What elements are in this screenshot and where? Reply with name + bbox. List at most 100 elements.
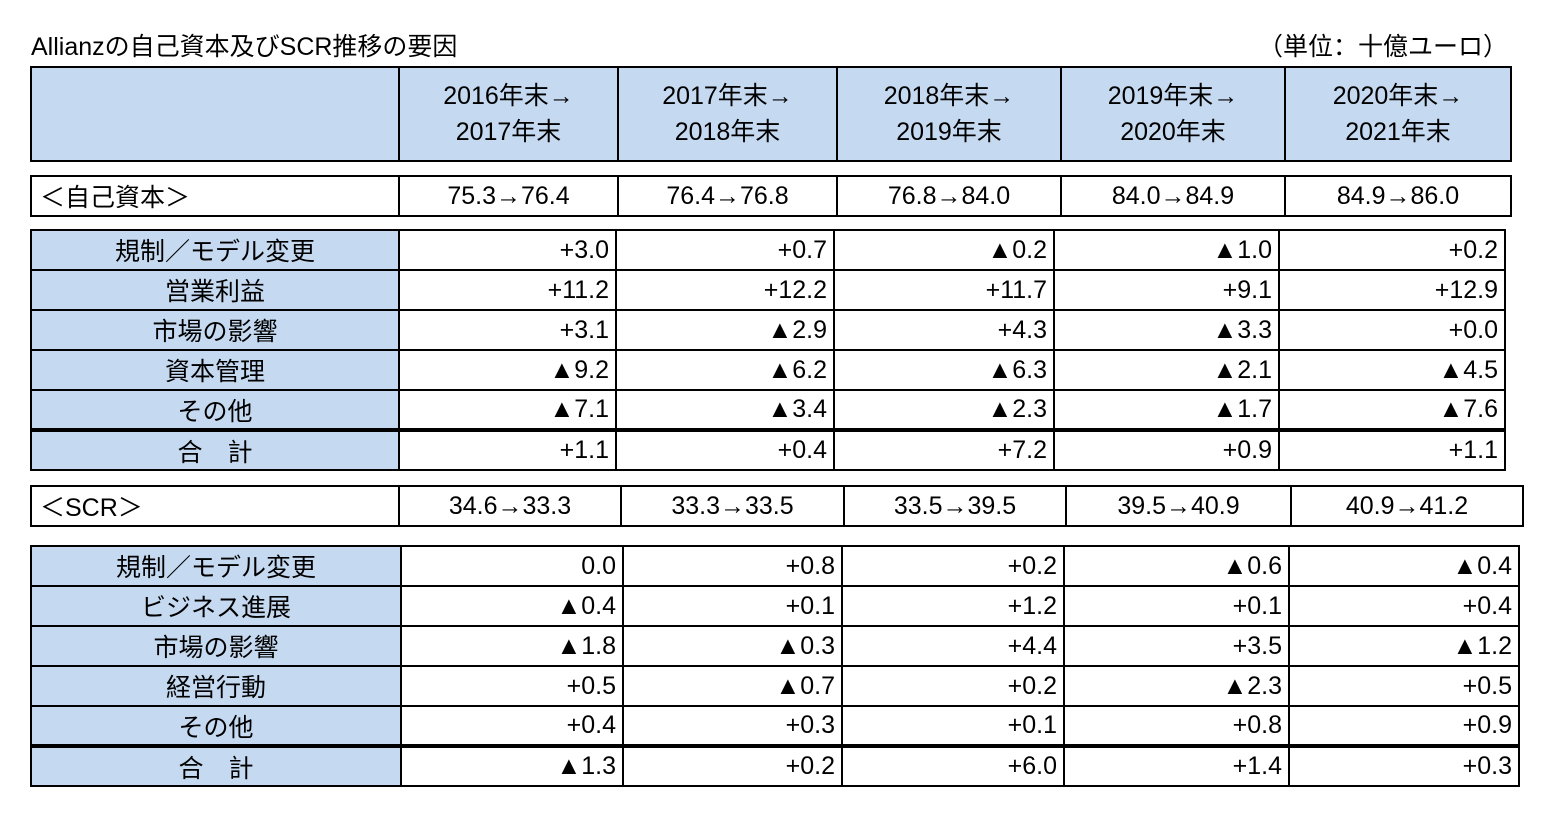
value-cell: ▲0.7 xyxy=(622,665,843,707)
value-cell: +4.3 xyxy=(833,309,1055,351)
row-label: 市場の影響 xyxy=(30,625,402,667)
value-cell: ▲2.1 xyxy=(1053,349,1280,391)
value-cell: +0.7 xyxy=(615,229,835,271)
value-cell: +0.5 xyxy=(400,665,624,707)
period-line2: 2021年末 xyxy=(1345,118,1451,146)
table-row: 市場の影響 ▲1.8 ▲0.3 +4.4 +3.5 ▲1.2 xyxy=(30,625,1520,667)
total-cell: +0.3 xyxy=(1288,744,1520,787)
period-header: 2018年末→ 2019年末 xyxy=(836,66,1062,162)
value-cell: +3.5 xyxy=(1063,625,1290,667)
row-label: 営業利益 xyxy=(30,269,400,311)
value-cell: +3.1 xyxy=(398,309,617,351)
period-line2: 2017年末 xyxy=(455,118,562,146)
total-cell: ▲1.3 xyxy=(400,744,624,787)
table-row: 規制／モデル変更 0.0 +0.8 +0.2 ▲0.6 ▲0.4 xyxy=(30,545,1520,587)
value-cell: ▲6.2 xyxy=(615,349,835,391)
period-header: 2019年末→ 2020年末 xyxy=(1060,66,1286,162)
value-cell: +0.0 xyxy=(1278,309,1506,351)
scr-transition: 34.6→33.3 xyxy=(398,485,622,527)
header-table: 2016年末→ 2017年末 2017年末→ 2018年末 2018年末→ 2019年… xyxy=(30,66,1512,162)
row-label: 規制／モデル変更 xyxy=(30,545,402,587)
table-row: その他 ▲7.1 ▲3.4 ▲2.3 ▲1.7 ▲7.6 xyxy=(30,389,1506,431)
value-cell: ▲1.7 xyxy=(1053,389,1280,431)
value-cell: 0.0 xyxy=(400,545,624,587)
row-label: その他 xyxy=(30,705,402,747)
total-label: 合 計 xyxy=(30,428,400,471)
value-cell: +0.4 xyxy=(400,705,624,747)
total-cell: +1.1 xyxy=(1278,428,1506,471)
value-cell: ▲7.1 xyxy=(398,389,617,431)
total-cell: +7.2 xyxy=(833,428,1055,471)
value-cell: ▲1.8 xyxy=(400,625,624,667)
equity-transition: 76.4→76.8 xyxy=(617,175,838,217)
equity-transition: 76.8→84.0 xyxy=(836,175,1062,217)
period-header: 2020年末→ 2021年末 xyxy=(1284,66,1512,162)
scr-section-label: ＜SCR＞ xyxy=(30,485,400,527)
value-cell: +11.7 xyxy=(833,269,1055,311)
table-row: 市場の影響 +3.1 ▲2.9 +4.3 ▲3.3 +0.0 xyxy=(30,309,1506,351)
equity-transition: 75.3→76.4 xyxy=(398,175,619,217)
period-header: 2017年末→ 2018年末 xyxy=(617,66,838,162)
row-label: 市場の影響 xyxy=(30,309,400,351)
value-cell: ▲2.3 xyxy=(1063,665,1290,707)
row-label: 規制／モデル変更 xyxy=(30,229,400,271)
value-cell: +0.1 xyxy=(1063,585,1290,627)
value-cell: +0.2 xyxy=(841,665,1065,707)
total-row: 合 計 +1.1 +0.4 +7.2 +0.9 +1.1 xyxy=(30,428,1506,471)
value-cell: +4.4 xyxy=(841,625,1065,667)
table-row: 経営行動 +0.5 ▲0.7 +0.2 ▲2.3 +0.5 xyxy=(30,665,1520,707)
value-cell: ▲2.3 xyxy=(833,389,1055,431)
value-cell: +0.8 xyxy=(622,545,843,587)
value-cell: +0.1 xyxy=(622,585,843,627)
row-label: 資本管理 xyxy=(30,349,400,391)
scr-transition-table: ＜SCR＞ 34.6→33.3 33.3→33.5 33.5→39.5 39.5… xyxy=(30,485,1524,527)
value-cell: +0.1 xyxy=(841,705,1065,747)
row-label: ビジネス進展 xyxy=(30,585,402,627)
value-cell: +9.1 xyxy=(1053,269,1280,311)
value-cell: ▲0.4 xyxy=(1288,545,1520,587)
total-cell: +1.4 xyxy=(1063,744,1290,787)
value-cell: ▲1.2 xyxy=(1288,625,1520,667)
total-row: 合 計 ▲1.3 +0.2 +6.0 +1.4 +0.3 xyxy=(30,744,1520,787)
period-line1: 2019年末→ xyxy=(1107,82,1239,110)
period-line2: 2019年末 xyxy=(896,118,1002,146)
value-cell: ▲7.6 xyxy=(1278,389,1506,431)
period-line2: 2020年末 xyxy=(1120,118,1226,146)
table-title: Allianzの自己資本及びSCR推移の要因 xyxy=(31,33,458,61)
value-cell: ▲9.2 xyxy=(398,349,617,391)
row-label: その他 xyxy=(30,389,400,431)
table-row: 規制／モデル変更 +3.0 +0.7 ▲0.2 ▲1.0 +0.2 xyxy=(30,229,1506,271)
value-cell: ▲0.3 xyxy=(622,625,843,667)
total-cell: +0.4 xyxy=(615,428,835,471)
total-cell: +0.2 xyxy=(622,744,843,787)
value-cell: +1.2 xyxy=(841,585,1065,627)
equity-transition: 84.0→84.9 xyxy=(1060,175,1286,217)
total-cell: +0.9 xyxy=(1053,428,1280,471)
scr-transition: 33.3→33.5 xyxy=(620,485,845,527)
value-cell: ▲0.4 xyxy=(400,585,624,627)
period-line1: 2018年末→ xyxy=(883,82,1015,110)
value-cell: +11.2 xyxy=(398,269,617,311)
table-row: 営業利益 +11.2 +12.2 +11.7 +9.1 +12.9 xyxy=(30,269,1506,311)
equity-transition-table: ＜自己資本＞ 75.3→76.4 76.4→76.8 76.8→84.0 84.… xyxy=(30,175,1512,217)
value-cell: +0.2 xyxy=(841,545,1065,587)
equity-factors-table: 規制／モデル変更 +3.0 +0.7 ▲0.2 ▲1.0 +0.2 営業利益 +… xyxy=(30,229,1506,471)
equity-transition: 84.9→86.0 xyxy=(1284,175,1512,217)
total-cell: +6.0 xyxy=(841,744,1065,787)
period-line1: 2016年末→ xyxy=(443,82,574,110)
value-cell: ▲0.2 xyxy=(833,229,1055,271)
value-cell: +0.8 xyxy=(1063,705,1290,747)
table-row: その他 +0.4 +0.3 +0.1 +0.8 +0.9 xyxy=(30,705,1520,747)
value-cell: ▲6.3 xyxy=(833,349,1055,391)
value-cell: +0.2 xyxy=(1278,229,1506,271)
unit-note: （単位：十億ユーロ） xyxy=(1257,33,1508,61)
value-cell: ▲3.4 xyxy=(615,389,835,431)
value-cell: +0.3 xyxy=(622,705,843,747)
value-cell: +12.9 xyxy=(1278,269,1506,311)
value-cell: +12.2 xyxy=(615,269,835,311)
period-line1: 2020年末→ xyxy=(1332,82,1464,110)
value-cell: ▲4.5 xyxy=(1278,349,1506,391)
table-row: ビジネス進展 ▲0.4 +0.1 +1.2 +0.1 +0.4 xyxy=(30,585,1520,627)
scr-transition: 33.5→39.5 xyxy=(843,485,1067,527)
total-cell: +1.1 xyxy=(398,428,617,471)
